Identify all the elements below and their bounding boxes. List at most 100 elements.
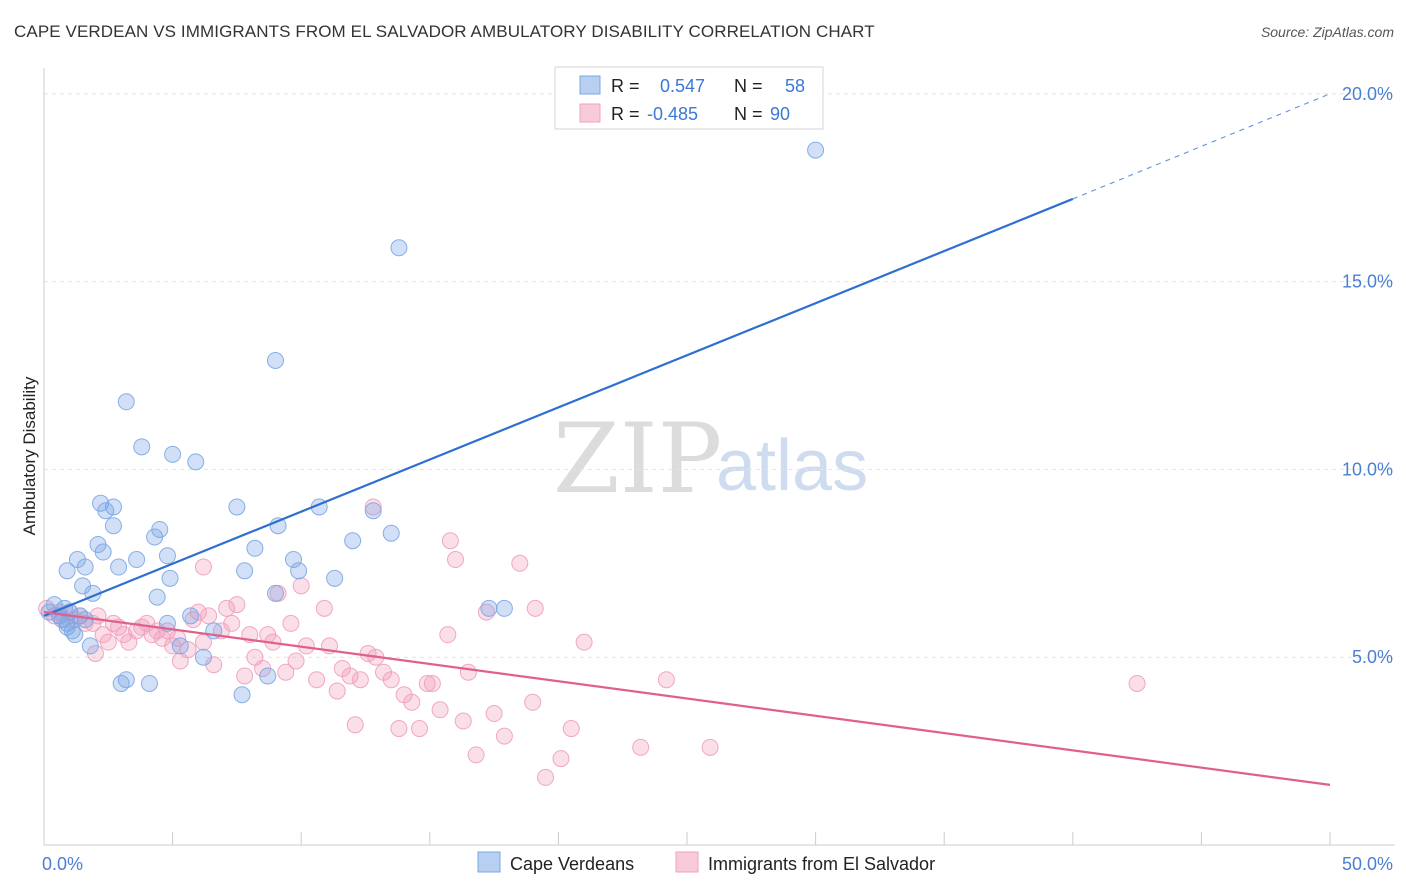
x-tick-label-min: 0.0%	[42, 854, 83, 874]
chart-title: CAPE VERDEAN VS IMMIGRANTS FROM EL SALVA…	[14, 22, 875, 41]
point-cape-verdean	[58, 562, 76, 580]
point-cape-verdean	[266, 351, 284, 369]
point-cape-verdean	[246, 539, 264, 557]
series-el-salvador	[38, 498, 1146, 786]
legend-swatch-blue	[579, 75, 601, 95]
point-cape-verdean	[290, 562, 308, 580]
legend-r-value-1: 0.547	[660, 76, 705, 96]
point-cape-verdean	[284, 551, 302, 569]
legend-n-label-1: N =	[734, 76, 763, 96]
point-el-salvador	[390, 720, 408, 738]
bottom-legend-label-blue: Cape Verdeans	[510, 854, 634, 874]
bottom-legend-swatch-blue	[477, 851, 501, 873]
point-el-salvador	[431, 701, 449, 719]
point-cape-verdean	[158, 547, 176, 565]
legend-n-label-2: N =	[734, 104, 763, 124]
point-el-salvador	[454, 712, 472, 730]
point-el-salvador	[359, 644, 377, 662]
point-cape-verdean	[66, 626, 84, 644]
point-cape-verdean	[390, 239, 408, 257]
point-cape-verdean	[495, 599, 513, 617]
point-cape-verdean	[161, 569, 179, 587]
point-el-salvador	[575, 633, 593, 651]
point-el-salvador	[223, 614, 241, 632]
point-cape-verdean	[236, 562, 254, 580]
point-el-salvador	[99, 633, 117, 651]
point-el-salvador	[447, 551, 465, 569]
point-el-salvador	[382, 671, 400, 689]
point-cape-verdean	[94, 543, 112, 561]
point-el-salvador	[459, 663, 477, 681]
point-cape-verdean	[97, 502, 115, 520]
point-cape-verdean	[151, 520, 169, 538]
point-el-salvador	[526, 599, 544, 617]
point-el-salvador	[287, 652, 305, 670]
point-cape-verdean	[128, 551, 146, 569]
point-cape-verdean	[233, 686, 251, 704]
point-cape-verdean	[110, 558, 128, 576]
point-cape-verdean	[140, 674, 158, 692]
point-cape-verdean	[480, 599, 498, 617]
point-el-salvador	[467, 746, 485, 764]
point-el-salvador	[351, 671, 369, 689]
series-legend: Cape Verdeans Immigrants from El Salvado…	[477, 851, 935, 874]
point-el-salvador	[315, 599, 333, 617]
point-el-salvador	[228, 596, 246, 614]
point-cape-verdean	[259, 667, 277, 685]
point-cape-verdean	[344, 532, 362, 550]
point-cape-verdean	[133, 438, 151, 456]
point-cape-verdean	[164, 445, 182, 463]
point-cape-verdean	[382, 524, 400, 542]
point-cape-verdean	[326, 569, 344, 587]
trend-line-el-salvador	[43, 611, 1331, 786]
point-cape-verdean	[807, 141, 825, 159]
legend-n-value-2: 90	[770, 104, 790, 124]
bottom-legend-swatch-pink	[675, 851, 699, 873]
point-cape-verdean	[187, 453, 205, 471]
point-el-salvador	[308, 671, 326, 689]
point-el-salvador	[218, 599, 236, 617]
point-el-salvador	[194, 558, 212, 576]
point-el-salvador	[439, 626, 457, 644]
point-el-salvador	[200, 607, 218, 625]
point-el-salvador	[277, 663, 295, 681]
point-cape-verdean	[266, 584, 284, 602]
point-cape-verdean	[76, 611, 94, 629]
point-cape-verdean	[81, 637, 99, 655]
axes	[43, 68, 1395, 846]
bottom-legend-label-pink: Immigrants from El Salvador	[708, 854, 935, 874]
point-el-salvador	[537, 768, 555, 786]
trend-line-cape-verdean	[43, 197, 1074, 617]
y-tick-label: 10.0%	[1342, 459, 1393, 479]
point-el-salvador	[441, 532, 459, 550]
point-el-salvador	[657, 671, 675, 689]
point-cape-verdean	[228, 498, 246, 516]
point-cape-verdean	[112, 674, 130, 692]
point-el-salvador	[632, 738, 650, 756]
point-el-salvador	[552, 750, 570, 768]
y-axis-title: Ambulatory Disability	[20, 376, 39, 535]
legend-r-label-1: R =	[611, 76, 640, 96]
y-tick-label: 20.0%	[1342, 84, 1393, 104]
point-cape-verdean	[148, 588, 166, 606]
legend-r-value-2: -0.485	[647, 104, 698, 124]
point-cape-verdean	[104, 498, 122, 516]
point-el-salvador	[511, 554, 529, 572]
source-note: Source: ZipAtlas.com	[1260, 24, 1394, 40]
watermark-atlas: atlas	[716, 426, 868, 506]
y-tick-labels: 5.0% 10.0% 15.0% 20.0%	[1342, 84, 1393, 667]
point-el-salvador	[1128, 674, 1146, 692]
point-cape-verdean	[182, 607, 200, 625]
point-el-salvador	[485, 705, 503, 723]
x-tick-label-max: 50.0%	[1342, 854, 1393, 874]
point-el-salvador	[341, 667, 359, 685]
legend-r-label-2: R =	[611, 104, 640, 124]
point-el-salvador	[189, 603, 207, 621]
point-el-salvador	[423, 674, 441, 692]
point-el-salvador	[418, 674, 436, 692]
legend-swatch-pink	[579, 103, 601, 123]
point-el-salvador	[179, 641, 197, 659]
point-el-salvador	[411, 720, 429, 738]
point-el-salvador	[701, 738, 719, 756]
